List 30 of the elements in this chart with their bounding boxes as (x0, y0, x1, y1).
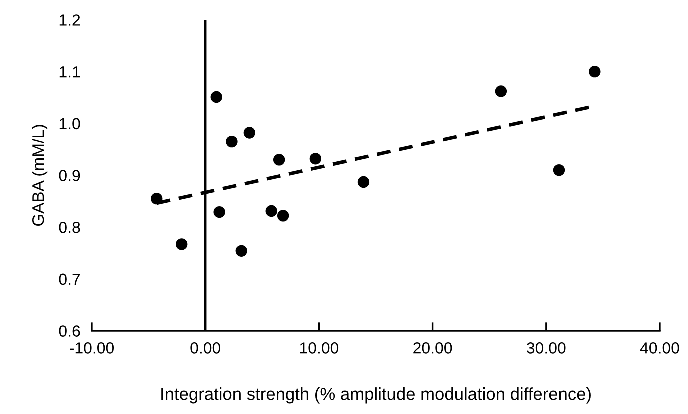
y-tick-label: 1.2 (60, 14, 80, 26)
point (210, 91, 222, 104)
y-axis-title: GABA (mM/L) (32, 125, 48, 226)
point (214, 206, 226, 218)
point (277, 210, 290, 222)
point (495, 86, 508, 98)
point (151, 192, 163, 205)
point (553, 164, 566, 176)
x-tick-label: -10.00 (70, 342, 114, 354)
x-tick-label: 10.00 (300, 342, 339, 354)
y-tick-label: 0.9 (59, 170, 80, 182)
point (310, 153, 322, 165)
point (244, 127, 256, 139)
y-tick-label: 1.1 (60, 66, 80, 78)
point (273, 154, 286, 166)
x-tick-label: 40.00 (640, 342, 680, 354)
y-tick-label: 0.6 (59, 326, 80, 337)
y-tick-label: 1.0 (60, 118, 80, 130)
point (589, 66, 601, 78)
point (358, 176, 370, 188)
y-tick-label: 0.7 (59, 274, 80, 286)
point (236, 245, 248, 258)
y-tick-label: 0.8 (59, 222, 80, 234)
point (226, 136, 238, 148)
x-tick-label: 30.00 (527, 342, 566, 354)
point (176, 238, 188, 250)
x-axis-title: Integration strength (% amplitude modulation difference) (162, 388, 591, 404)
x-tick-label: 0.00 (190, 342, 221, 354)
x-tick-label: 20.00 (414, 342, 452, 354)
point (266, 205, 278, 218)
